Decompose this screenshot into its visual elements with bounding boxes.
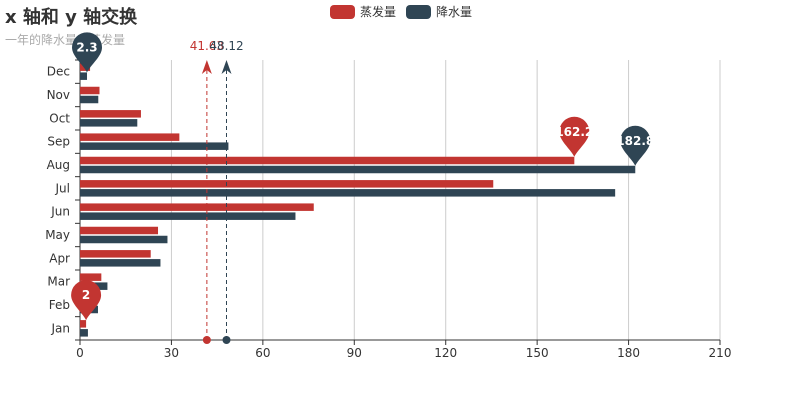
y-tick-label: Nov (47, 88, 70, 102)
chart-title: x 轴和 y 轴交换 (5, 7, 138, 28)
bar[interactable] (80, 259, 161, 267)
y-tick-label: Oct (49, 111, 70, 125)
marker-pin (559, 116, 590, 157)
legend-label-precipitation: 降水量 (436, 5, 473, 19)
marker-pin (72, 32, 103, 73)
marker-pin-label: 2.3 (76, 40, 97, 54)
x-tick-label: 30 (164, 346, 179, 360)
bar[interactable] (80, 329, 88, 337)
legend-swatch-precipitation (406, 4, 432, 19)
marker-pin (620, 125, 651, 166)
average-line-arrow (221, 60, 232, 74)
bar[interactable] (80, 203, 314, 211)
x-tick-label: 60 (255, 346, 270, 360)
bar[interactable] (80, 119, 138, 127)
y-tick-label: Feb (49, 298, 70, 312)
bar[interactable] (80, 226, 159, 235)
y-tick-label: May (45, 228, 70, 242)
y-tick-label: Dec (47, 65, 70, 79)
x-tick-label: 120 (434, 346, 457, 360)
bar[interactable] (80, 165, 636, 174)
bar[interactable] (80, 86, 100, 95)
bar[interactable] (80, 273, 102, 281)
bar[interactable] (80, 189, 616, 197)
bar[interactable] (80, 110, 141, 118)
legend-label-evaporation: 蒸发量 (360, 5, 397, 19)
bar[interactable] (80, 142, 229, 150)
y-tick-label: Jul (55, 181, 70, 195)
y-tick-label: Mar (47, 275, 70, 289)
legend-item-precipitation[interactable]: 降水量 (406, 3, 472, 20)
y-tick-label: Jan (51, 321, 71, 335)
x-tick-label: 150 (526, 346, 549, 360)
bar[interactable] (80, 235, 168, 244)
marker-pin-label: 162.2 (555, 125, 593, 139)
legend-swatch-evaporation (330, 4, 355, 19)
marker-pin (71, 280, 102, 321)
average-line-label: 48.12 (209, 39, 243, 53)
y-tick-label: Aug (47, 158, 70, 172)
average-line-start-marker (202, 336, 211, 344)
bar[interactable] (80, 320, 87, 328)
bar[interactable] (80, 72, 88, 80)
x-tick-label: 0 (76, 346, 84, 360)
bar[interactable] (80, 156, 575, 165)
bar[interactable] (80, 212, 296, 220)
y-tick-label: Jun (50, 205, 70, 219)
legend-item-evaporation[interactable]: 蒸发量 (330, 3, 396, 20)
bar[interactable] (80, 133, 180, 141)
bar[interactable] (80, 180, 494, 188)
x-tick-label: 180 (617, 346, 640, 360)
average-line-arrow (201, 60, 212, 74)
chart-legend: 蒸发量 降水量 (330, 3, 472, 20)
x-tick-label: 90 (347, 346, 362, 360)
marker-pin-label: 2 (82, 288, 90, 302)
marker-pin-label: 182.8 (616, 134, 654, 148)
bar[interactable] (80, 95, 99, 104)
average-line-label: 41.63 (190, 39, 224, 53)
average-line-start-marker (222, 336, 231, 344)
bar[interactable] (80, 250, 151, 258)
x-tick-label: 210 (709, 346, 732, 360)
y-tick-label: Sep (47, 135, 70, 149)
y-tick-label: Apr (49, 251, 70, 265)
